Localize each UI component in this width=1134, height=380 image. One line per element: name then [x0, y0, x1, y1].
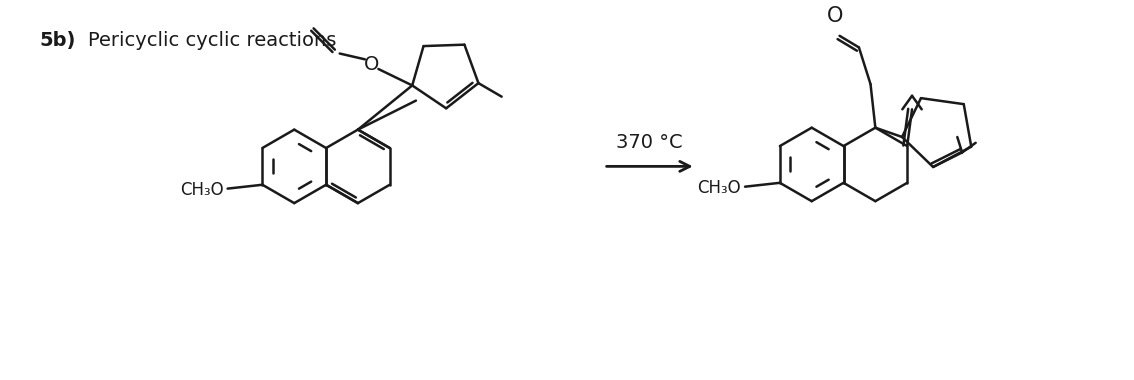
Text: 5b): 5b)	[40, 31, 76, 50]
Text: O: O	[364, 55, 379, 74]
Text: CH₃O: CH₃O	[180, 180, 223, 199]
Text: CH₃O: CH₃O	[697, 179, 742, 197]
Text: O: O	[827, 6, 843, 26]
Text: 370 °C: 370 °C	[617, 133, 683, 152]
Text: Pericyclic cyclic reactions: Pericyclic cyclic reactions	[88, 31, 337, 50]
